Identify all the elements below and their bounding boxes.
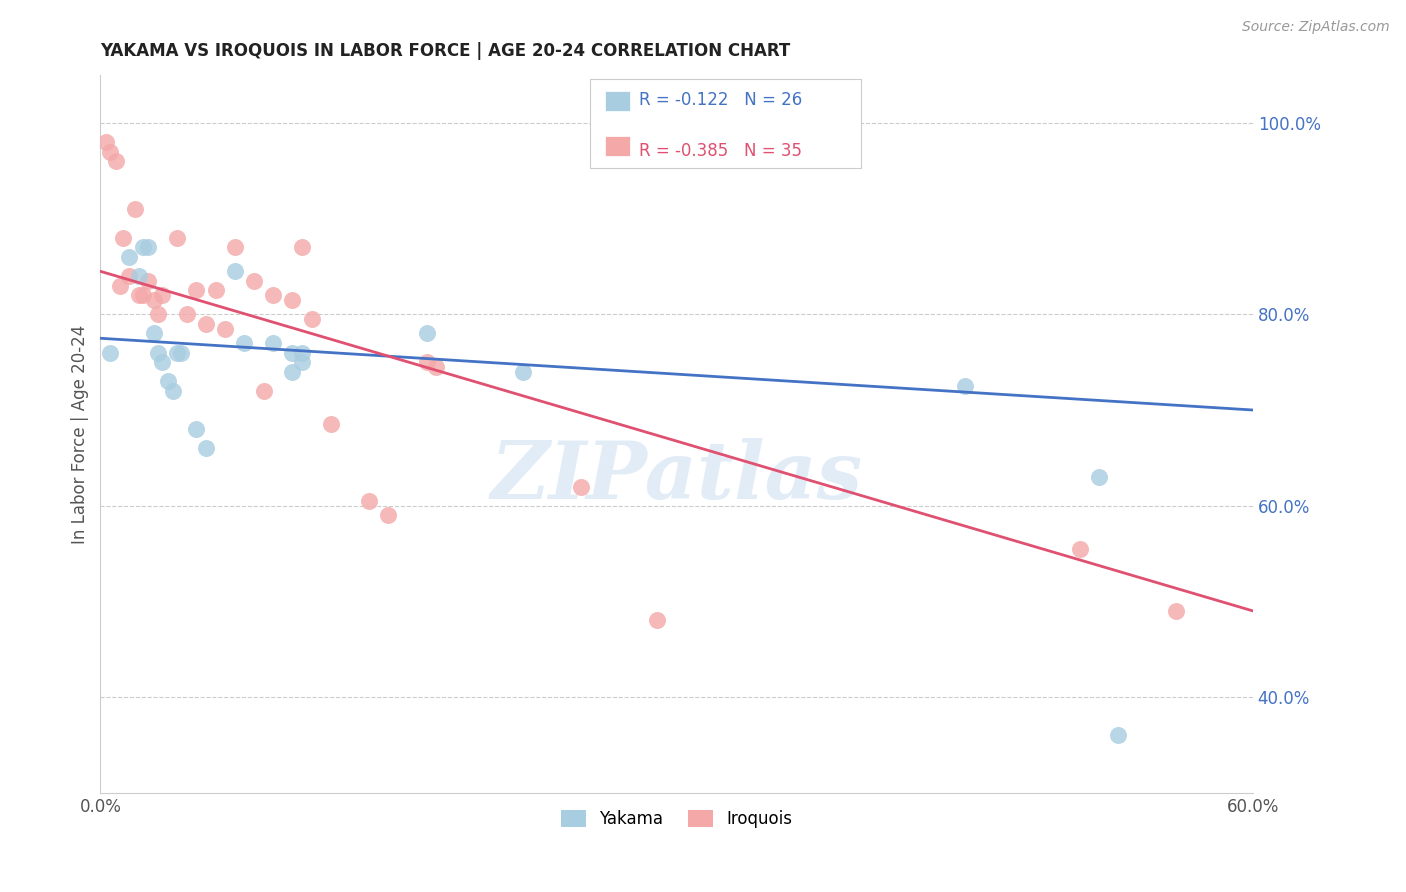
Point (1069, 541, 1091, 556)
Point (138, 240, 160, 254)
Point (98, 345, 121, 359)
Point (262, 288, 284, 302)
Point (131, 240, 153, 254)
Point (243, 274, 266, 288)
Point (281, 293, 304, 307)
Point (118, 269, 141, 284)
Point (143, 293, 166, 307)
Point (118, 250, 141, 264)
Point (291, 345, 314, 359)
Point (1107, 728, 1129, 742)
Point (416, 326, 439, 341)
Point (262, 336, 284, 351)
Point (94, 135, 117, 149)
Point (359, 494, 381, 508)
Point (252, 384, 274, 398)
Point (131, 288, 153, 302)
Point (1164, 604, 1187, 618)
Legend: Yakama, Iroquois: Yakama, Iroquois (554, 803, 799, 835)
Point (377, 508, 399, 523)
Point (233, 336, 256, 351)
Point (143, 326, 166, 341)
Point (170, 345, 193, 359)
Point (319, 417, 342, 432)
Point (166, 345, 188, 359)
Point (124, 202, 146, 216)
Point (1088, 470, 1111, 484)
Point (195, 442, 218, 456)
Text: YAKAMA VS IROQUOIS IN LABOR FORCE | AGE 20-24 CORRELATION CHART: YAKAMA VS IROQUOIS IN LABOR FORCE | AGE … (100, 42, 790, 60)
Point (138, 274, 160, 288)
Point (953, 379, 976, 393)
Point (301, 312, 323, 326)
Text: R = -0.122   N = 26: R = -0.122 N = 26 (638, 91, 801, 110)
Point (569, 479, 592, 493)
Point (512, 365, 534, 379)
Point (112, 231, 135, 245)
Point (104, 154, 127, 169)
Point (150, 288, 173, 302)
Text: R = -0.385   N = 35: R = -0.385 N = 35 (638, 142, 801, 160)
Point (146, 345, 169, 359)
FancyBboxPatch shape (591, 78, 860, 169)
Text: Source: ZipAtlas.com: Source: ZipAtlas.com (1241, 20, 1389, 34)
Point (224, 240, 246, 254)
Point (156, 374, 179, 388)
Point (647, 614, 669, 628)
Point (128, 288, 150, 302)
Point (291, 240, 314, 254)
Point (176, 307, 198, 321)
Text: ZIPatlas: ZIPatlas (491, 438, 863, 516)
Point (128, 269, 150, 284)
Point (166, 231, 188, 245)
Point (98, 145, 121, 159)
Point (204, 284, 226, 298)
Point (281, 365, 304, 379)
Point (416, 355, 439, 369)
Point (291, 355, 314, 369)
Point (108, 278, 131, 293)
Point (195, 317, 218, 331)
Point (162, 384, 184, 398)
Point (146, 307, 169, 321)
Y-axis label: In Labor Force | Age 20-24: In Labor Force | Age 20-24 (72, 325, 89, 543)
Point (186, 422, 208, 436)
Point (224, 264, 246, 278)
Point (214, 322, 236, 336)
FancyBboxPatch shape (605, 136, 630, 156)
FancyBboxPatch shape (605, 91, 630, 112)
Point (281, 345, 304, 359)
Point (425, 359, 447, 374)
Point (186, 284, 208, 298)
Point (150, 355, 173, 369)
